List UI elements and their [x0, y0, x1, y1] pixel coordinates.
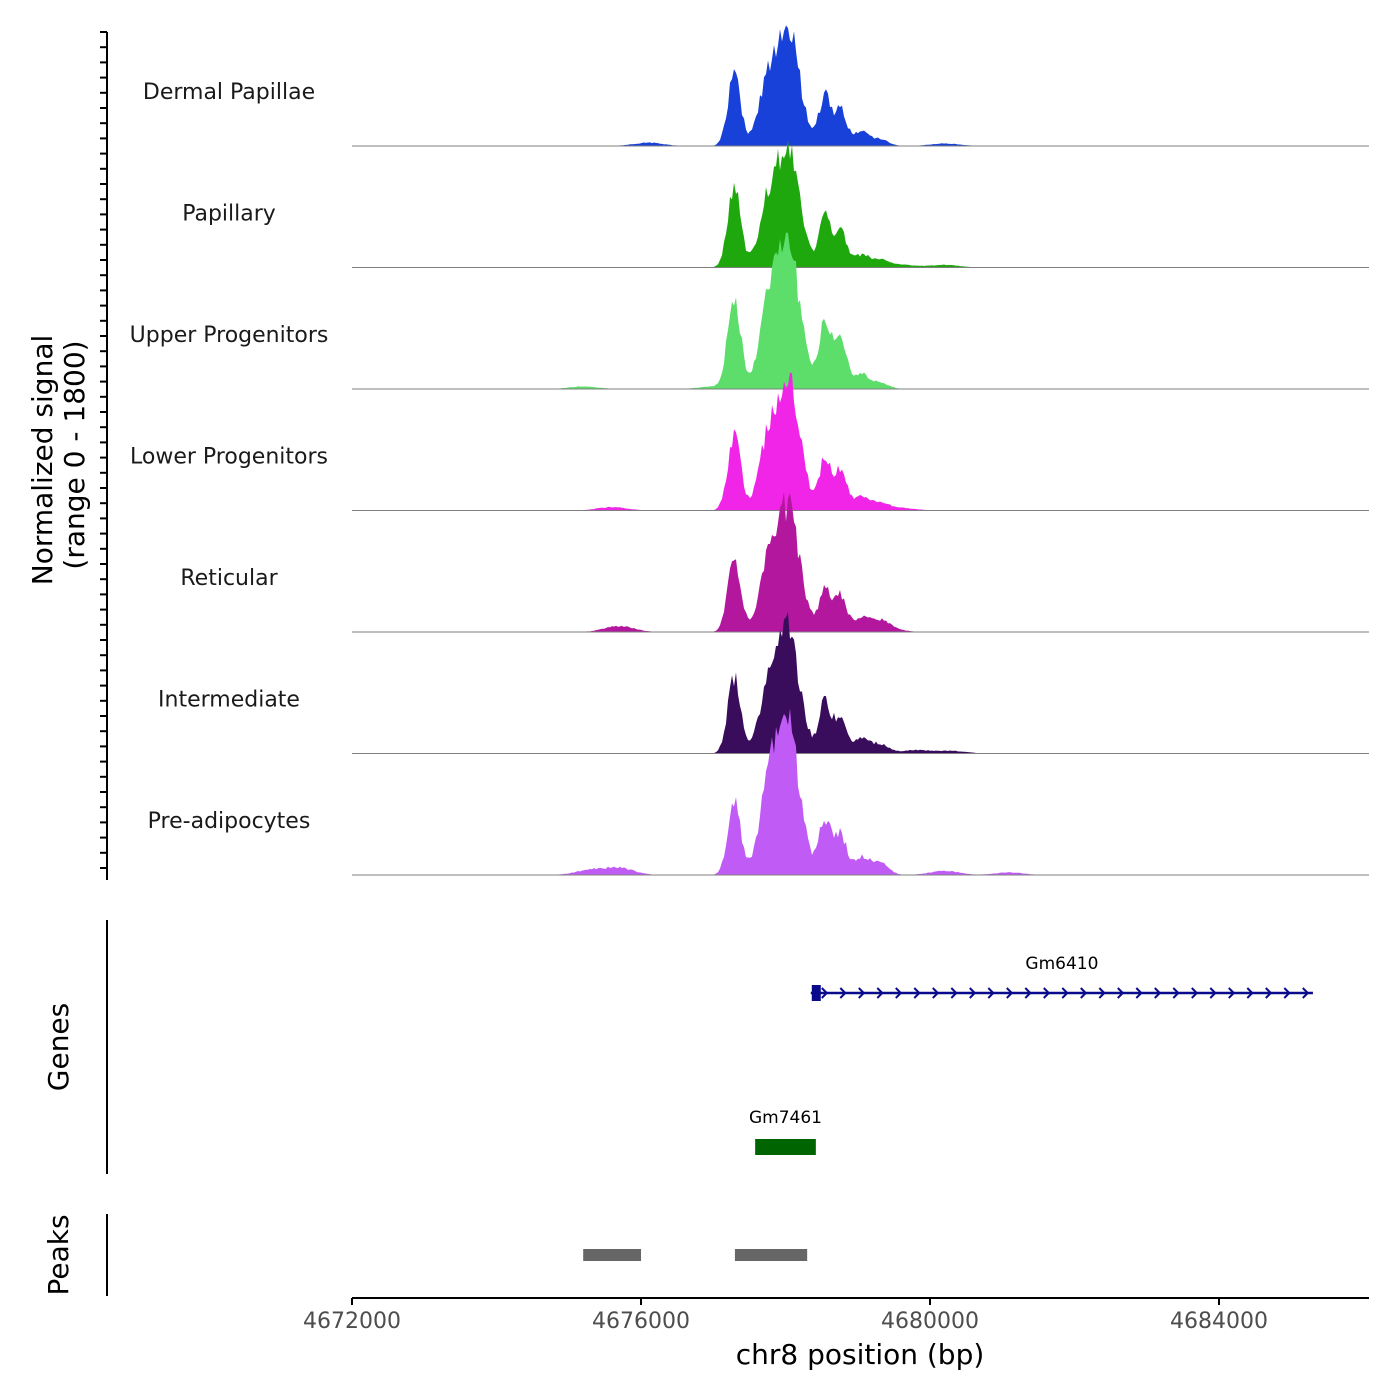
track-signal	[352, 708, 1369, 875]
y-axis-title-line1: Normalized signal	[26, 335, 59, 586]
strand-arrow	[1117, 987, 1125, 999]
strand-arrow	[1024, 987, 1032, 999]
strand-arrow	[858, 987, 866, 999]
x-tick-label: 4672000	[303, 1309, 401, 1334]
track-label: Lower Progenitors	[130, 445, 328, 470]
strand-arrow	[876, 987, 884, 999]
track: Upper Progenitors	[130, 232, 1369, 390]
strand-arrow	[932, 987, 940, 999]
strand-arrow	[1209, 987, 1217, 999]
x-axis-ticks: 4672000 4676000 4680000 4684000	[303, 1298, 1268, 1334]
strand-arrow	[1154, 987, 1162, 999]
strand-arrow	[913, 987, 921, 999]
track-label: Reticular	[180, 566, 278, 591]
strand-arrow	[1098, 987, 1106, 999]
signal-tracks: Dermal Papillae Papillary Upper Progenitor…	[130, 25, 1369, 876]
strand-arrow	[1246, 987, 1254, 999]
strand-arrow	[1135, 987, 1143, 999]
gene-exon	[755, 1139, 816, 1155]
strand-arrow	[1043, 987, 1051, 999]
signal-axis-ticks	[100, 31, 107, 869]
strand-arrow	[1080, 987, 1088, 999]
strand-arrow	[987, 987, 995, 999]
strand-arrow	[839, 987, 847, 999]
strand-arrow	[950, 987, 958, 999]
gene-label: Gm7461	[749, 1108, 822, 1128]
track-label: Intermediate	[158, 688, 300, 713]
x-tick-label: 4680000	[881, 1309, 979, 1334]
gene: Gm6410	[810, 954, 1313, 1001]
strand-arrow	[1265, 987, 1273, 999]
strand-arrow	[1006, 987, 1014, 999]
strand-arrow	[895, 987, 903, 999]
strand-arrow	[1302, 987, 1310, 999]
strand-arrow	[1191, 987, 1199, 999]
peak-annotations	[583, 1249, 808, 1261]
track-signal	[352, 140, 1369, 268]
gene-annotations: Gm6410 Gm7461	[749, 954, 1313, 1155]
y-axis-title-line2: (range 0 - 1800)	[58, 340, 91, 569]
track: Reticular	[180, 491, 1369, 633]
strand-arrow	[1283, 987, 1291, 999]
track: Papillary	[182, 140, 1369, 268]
track-signal	[352, 612, 1369, 754]
track: Intermediate	[158, 612, 1369, 754]
track-signal	[352, 491, 1369, 632]
track-signal	[352, 25, 1369, 146]
x-axis-title: chr8 position (bp)	[736, 1338, 985, 1371]
track: Pre-adipocytes	[148, 708, 1369, 876]
x-tick-label: 4676000	[592, 1309, 690, 1334]
peak-region	[583, 1249, 641, 1261]
peak-region	[734, 1249, 808, 1261]
strand-arrow	[1228, 987, 1236, 999]
genes-panel-label: Genes	[42, 1003, 75, 1091]
gene-exon	[811, 985, 821, 1001]
strand-arrow	[969, 987, 977, 999]
track: Dermal Papillae	[143, 25, 1369, 147]
track-signal	[352, 372, 1369, 511]
track-label: Upper Progenitors	[130, 323, 329, 348]
gene-label: Gm6410	[1025, 954, 1098, 974]
strand-arrow	[1061, 987, 1069, 999]
strand-arrow	[1172, 987, 1180, 999]
x-tick-label: 4684000	[1170, 1309, 1268, 1334]
strand-arrow	[821, 987, 829, 999]
track: Lower Progenitors	[130, 372, 1369, 511]
gene: Gm7461	[749, 1108, 822, 1155]
peaks-panel-label: Peaks	[42, 1214, 75, 1295]
track-label: Pre-adipocytes	[148, 809, 311, 834]
track-label: Papillary	[182, 202, 276, 227]
track-label: Dermal Papillae	[143, 80, 315, 105]
